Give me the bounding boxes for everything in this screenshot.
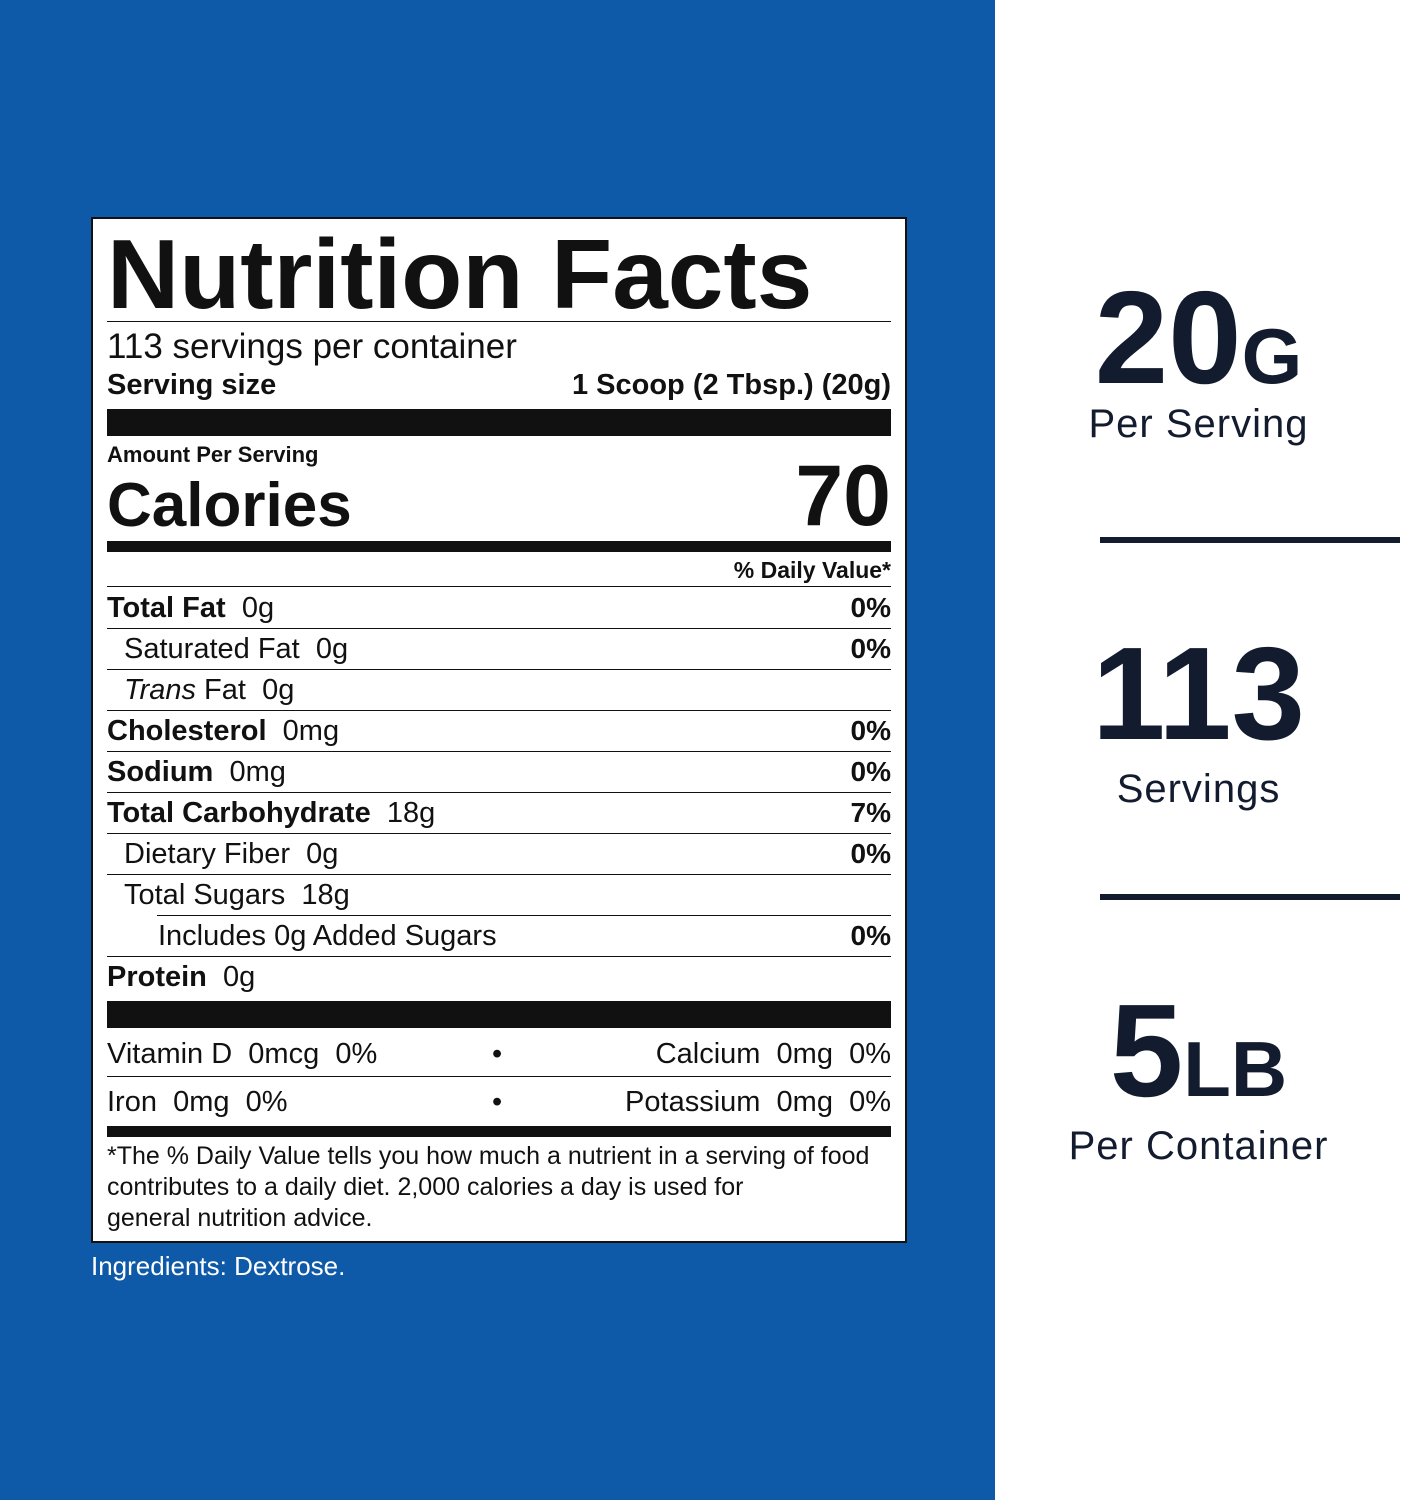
nutrient-row-cholesterol: Cholesterol 0mg 0% xyxy=(107,711,891,751)
divider xyxy=(157,915,891,916)
nutrition-facts-label: Nutrition Facts 113 servings per contain… xyxy=(91,217,907,1243)
nutrient-amount: 18g xyxy=(301,878,350,911)
nutrient-dv: 0% xyxy=(850,715,891,746)
stat-divider xyxy=(1100,894,1400,900)
daily-value-header: % Daily Value* xyxy=(733,557,891,583)
stat-value: 113 xyxy=(1092,620,1305,767)
vitamin-left: Iron 0mg 0% xyxy=(107,1085,288,1118)
footnote-line: *The % Daily Value tells you how much a … xyxy=(107,1142,870,1170)
stat-serving-size: 20G xyxy=(995,272,1402,404)
stat-unit: G xyxy=(1241,312,1303,400)
stat-caption: Per Serving xyxy=(1088,402,1309,446)
nutrient-name: Total Fat xyxy=(107,591,226,624)
nutrient-dv: 0% xyxy=(850,838,891,869)
nutrient-amount: 0mg xyxy=(229,755,286,788)
stat-servings: 113 xyxy=(995,628,1402,760)
nutrient-row-total-fat: Total Fat 0g 0% xyxy=(107,588,891,628)
nutrient-row-dietary-fiber: Dietary Fiber 0g 0% xyxy=(107,834,891,874)
bullet: • xyxy=(492,1085,503,1118)
stat-container-weight: 5LB xyxy=(995,985,1402,1117)
servings-per-container: 113 servings per container xyxy=(107,327,517,366)
vitamin-right: Potassium 0mg 0% xyxy=(625,1085,891,1118)
stat-caption: Servings xyxy=(1116,767,1281,811)
serving-size-label: Serving size xyxy=(107,369,277,401)
nutrient-row-sodium: Sodium 0mg 0% xyxy=(107,752,891,792)
nutrient-name: Includes 0g Added Sugars xyxy=(158,919,497,952)
footnote-line: general nutrition advice. xyxy=(107,1204,373,1232)
nutrient-name: Trans xyxy=(124,673,196,706)
nutrient-row-total-sugars: Total Sugars 18g xyxy=(107,875,891,915)
nutrient-amount: 0g xyxy=(223,960,256,993)
bullet: • xyxy=(492,1037,503,1070)
vitamin-right: Calcium 0mg 0% xyxy=(655,1037,891,1070)
nutrient-dv: 0% xyxy=(850,756,891,787)
nutrient-name: Total Sugars xyxy=(124,878,286,911)
nutrient-name: Sodium xyxy=(107,755,214,788)
nutrient-amount: 0mg xyxy=(282,714,340,747)
nutrient-dv: 0% xyxy=(850,592,891,623)
divider xyxy=(107,586,891,587)
divider xyxy=(107,628,891,629)
serving-size-value: 1 Scoop (2 Tbsp.) (20g) xyxy=(571,369,891,401)
stat-caption: Per Container xyxy=(1068,1124,1329,1168)
stats-panel: 20G Per Serving 113 Servings 5LB Per Con… xyxy=(995,0,1402,1500)
divider xyxy=(107,751,891,752)
nutrient-name: Cholesterol xyxy=(107,714,267,747)
nutrient-amount: 0g xyxy=(306,837,339,870)
nutrient-row-protein: Protein 0g xyxy=(107,957,891,997)
stat-value: 5 xyxy=(1109,977,1184,1124)
nutrient-amount: 0g xyxy=(241,591,275,624)
footnote: *The % Daily Value tells you how much a … xyxy=(107,1141,869,1234)
nutrient-row-trans-fat: Trans Fat 0g xyxy=(107,670,891,710)
vitamin-row-2: Iron 0mg 0% • Potassium 0mg 0% xyxy=(107,1080,891,1124)
nutrient-amount: 18g xyxy=(386,796,436,829)
thick-divider xyxy=(107,1001,891,1028)
stat-divider xyxy=(1100,537,1400,543)
vitamin-left: Vitamin D 0mcg 0% xyxy=(107,1037,378,1070)
nutrient-row-added-sugars: Includes 0g Added Sugars 0% xyxy=(107,916,891,956)
divider xyxy=(107,710,891,711)
medium-divider xyxy=(107,541,891,552)
divider xyxy=(107,792,891,793)
nutrient-name: Saturated Fat xyxy=(124,632,300,665)
ingredients-text: Ingredients: Dextrose. xyxy=(91,1251,346,1281)
calories-value: 70 xyxy=(795,448,891,544)
divider xyxy=(107,1076,891,1077)
nutrient-name-rest: Fat xyxy=(204,673,246,706)
divider xyxy=(107,321,891,322)
divider xyxy=(107,874,891,875)
nutrient-dv: 0% xyxy=(850,920,891,951)
divider xyxy=(107,669,891,670)
nutrient-dv: 0% xyxy=(850,633,891,664)
thick-divider xyxy=(107,409,891,436)
nutrition-facts-title: Nutrition Facts xyxy=(107,219,813,329)
calories-label: Calories xyxy=(107,471,352,540)
nutrient-amount: 0g xyxy=(262,673,295,706)
nutrient-dv: 7% xyxy=(850,797,891,828)
divider xyxy=(107,956,891,957)
nutrient-name: Dietary Fiber xyxy=(124,837,290,870)
divider xyxy=(107,833,891,834)
medium-divider xyxy=(107,1126,891,1137)
nutrient-row-saturated-fat: Saturated Fat 0g 0% xyxy=(107,629,891,669)
nutrient-name: Protein xyxy=(107,960,207,993)
nutrient-name: Total Carbohydrate xyxy=(107,796,371,829)
amount-per-serving: Amount Per Serving xyxy=(107,442,319,467)
stat-value: 20 xyxy=(1094,264,1242,411)
nutrient-row-total-carbohydrate: Total Carbohydrate 18g 7% xyxy=(107,793,891,833)
nutrient-amount: 0g xyxy=(315,632,349,665)
vitamin-row-1: Vitamin D 0mcg 0% • Calcium 0mg 0% xyxy=(107,1032,891,1076)
stat-unit: LB xyxy=(1183,1025,1288,1113)
footnote-line: contributes to a daily diet. 2,000 calor… xyxy=(107,1173,744,1201)
